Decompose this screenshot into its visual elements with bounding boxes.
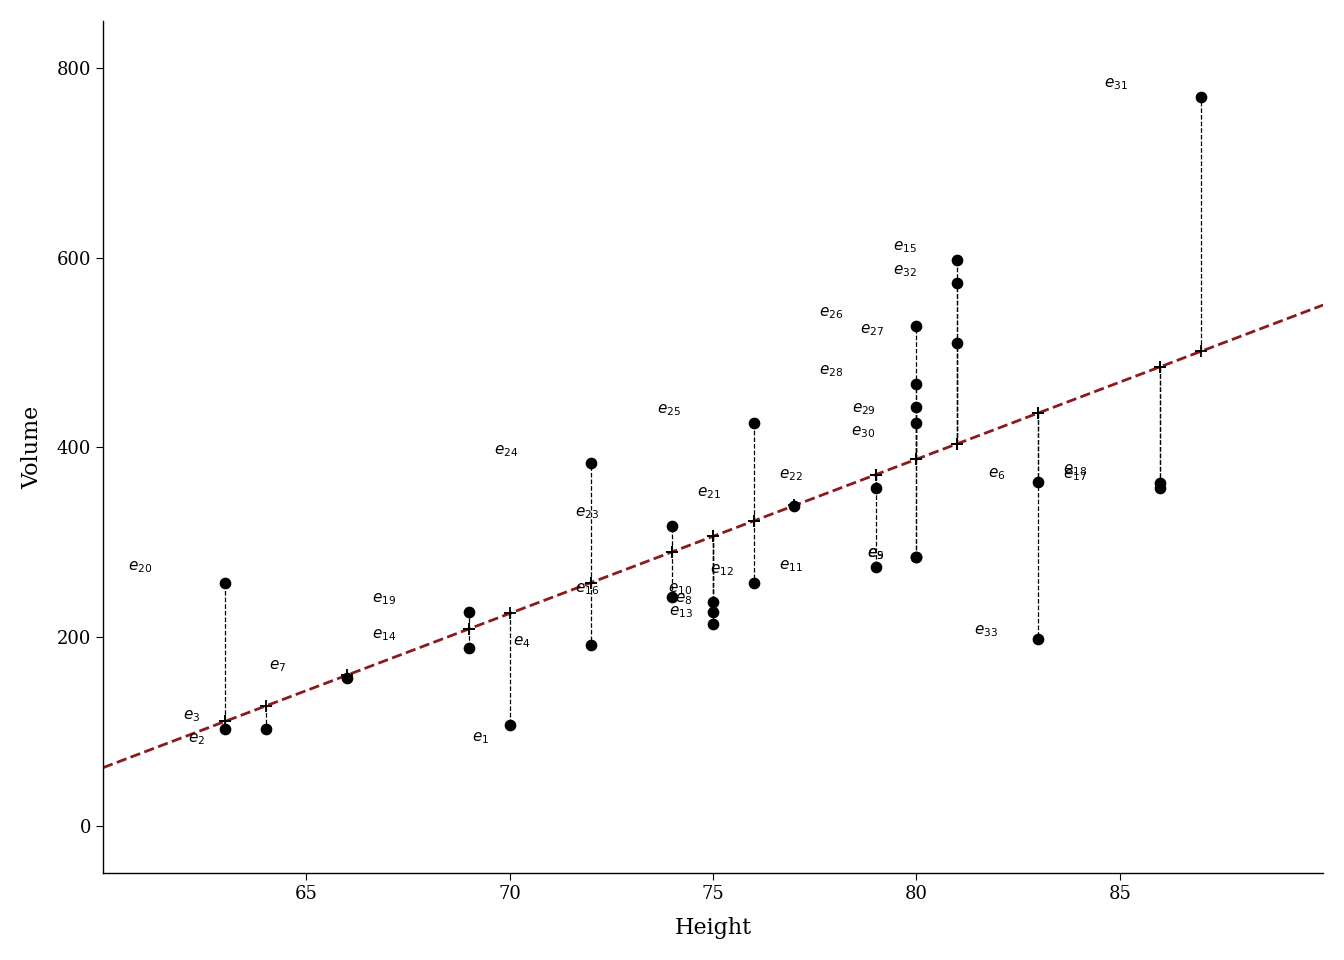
Text: $e_{17}$: $e_{17}$ [1063,468,1087,483]
X-axis label: Height: Height [675,917,751,939]
Point [1028,632,1050,647]
Point [946,276,968,291]
Text: $e_{32}$: $e_{32}$ [892,263,917,278]
Text: $e_{26}$: $e_{26}$ [818,305,843,322]
Point [661,589,683,605]
Point [703,604,724,619]
Text: $e_{14}$: $e_{14}$ [371,628,396,643]
Text: $e_{28}$: $e_{28}$ [818,363,843,379]
Point [703,616,724,632]
Text: $e_{3}$: $e_{3}$ [183,708,200,724]
Point [255,722,277,737]
Text: $e_{16}$: $e_{16}$ [575,581,599,597]
Point [866,480,887,495]
Point [1191,89,1212,105]
Text: $e_{8}$: $e_{8}$ [676,591,692,608]
Point [458,640,480,656]
Text: $e_{18}$: $e_{18}$ [1063,463,1087,478]
Point [743,415,765,430]
Text: $e_{10}$: $e_{10}$ [668,581,692,597]
Text: $e_{22}$: $e_{22}$ [778,468,802,483]
Point [906,549,927,564]
Text: $e_{15}$: $e_{15}$ [892,239,917,254]
Text: $e_{33}$: $e_{33}$ [974,624,997,639]
Point [784,498,805,514]
Text: $e_{24}$: $e_{24}$ [493,443,517,459]
Text: $e_{27}$: $e_{27}$ [860,323,884,338]
Point [906,399,927,415]
Point [1149,475,1171,491]
Text: $e_{11}$: $e_{11}$ [778,559,802,574]
Y-axis label: Volume: Volume [22,405,43,489]
Text: $e_{7}$: $e_{7}$ [269,658,286,674]
Point [214,575,235,590]
Text: $e_{25}$: $e_{25}$ [657,402,680,418]
Text: $e_{21}$: $e_{21}$ [698,486,722,501]
Point [906,415,927,430]
Text: $e_{9}$: $e_{9}$ [867,546,884,562]
Point [743,575,765,590]
Text: $e_{2}$: $e_{2}$ [188,731,204,747]
Point [458,604,480,619]
Point [661,518,683,534]
Point [1149,480,1171,495]
Text: $e_{1}$: $e_{1}$ [472,730,489,746]
Point [581,637,602,653]
Text: $e_{30}$: $e_{30}$ [852,424,876,440]
Text: $e_{29}$: $e_{29}$ [852,401,876,417]
Point [946,335,968,350]
Point [866,559,887,574]
Text: $e_{23}$: $e_{23}$ [575,505,599,521]
Text: $e_{6}$: $e_{6}$ [988,467,1005,482]
Text: $e_{4}$: $e_{4}$ [512,635,530,650]
Text: $e_{20}$: $e_{20}$ [128,560,152,575]
Point [336,671,358,686]
Point [946,252,968,267]
Text: $e_{13}$: $e_{13}$ [669,604,692,619]
Text: $e_{19}$: $e_{19}$ [372,591,396,608]
Text: $e_{12}$: $e_{12}$ [710,563,734,578]
Point [499,717,520,732]
Text: $e_{5}$: $e_{5}$ [867,546,884,562]
Point [906,376,927,392]
Point [906,318,927,333]
Point [581,456,602,471]
Point [906,549,927,564]
Point [214,721,235,736]
Text: $e_{31}$: $e_{31}$ [1103,76,1128,92]
Point [1028,474,1050,490]
Point [703,594,724,610]
